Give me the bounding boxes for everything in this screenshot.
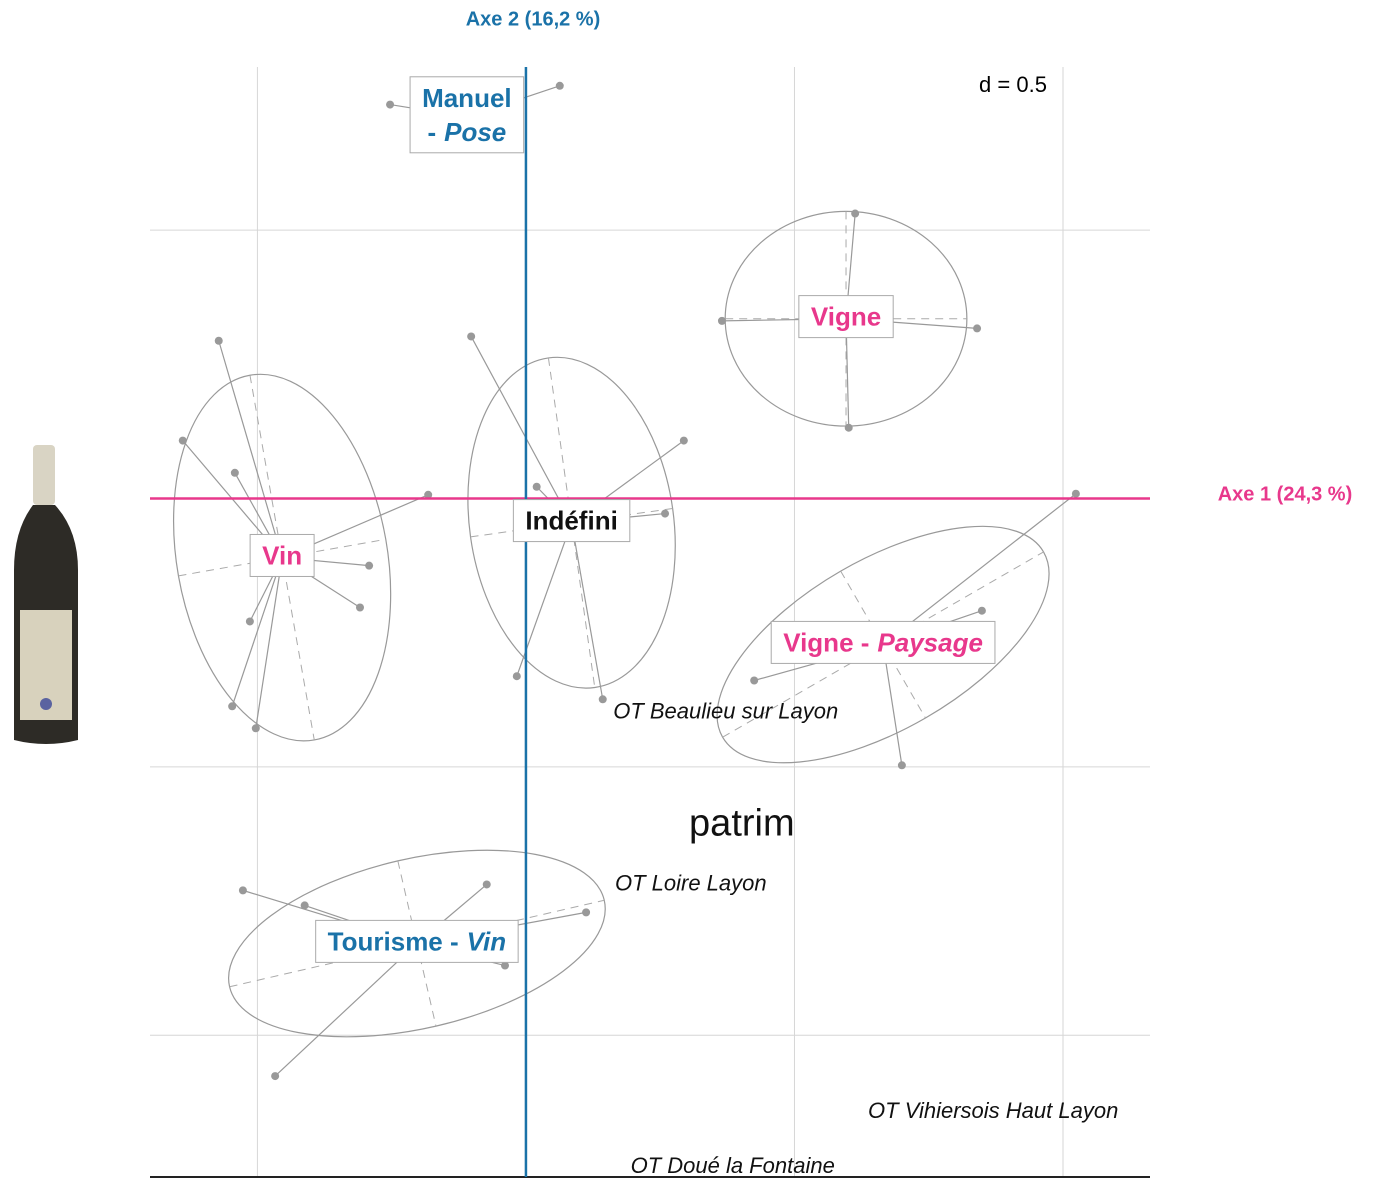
point (555, 81, 564, 90)
point (230, 468, 239, 477)
point-link (255, 557, 283, 729)
point (717, 316, 726, 325)
label-box (315, 919, 519, 963)
point (365, 561, 374, 570)
point (355, 603, 364, 612)
point-link (882, 493, 1077, 646)
point (851, 209, 860, 218)
point (532, 482, 541, 491)
label-part: Indéfini (525, 506, 617, 536)
label-box (798, 295, 894, 339)
point (512, 672, 521, 681)
point-link (882, 644, 903, 766)
point (750, 676, 759, 685)
class-label: Vigne - Paysage (770, 620, 996, 664)
point (1071, 489, 1080, 498)
point (300, 901, 309, 910)
point-link (570, 522, 604, 700)
label-part: Vin (467, 926, 506, 956)
supplementary-label: OT Vihiersois Haut Layon (868, 1098, 1118, 1123)
point-link (218, 340, 283, 558)
point (245, 617, 254, 626)
point (582, 908, 591, 917)
class-label-text: Tourisme - Vin (328, 926, 506, 956)
class-label-text: Vigne - Paysage (783, 627, 983, 657)
bottle-neck (33, 445, 55, 505)
point (271, 1072, 280, 1081)
class-label: Tourisme - Vin (315, 919, 519, 963)
supplementary-label: OT Beaulieu sur Layon (613, 699, 838, 724)
class-label-text: Vigne (811, 302, 881, 332)
point (467, 332, 476, 341)
point (897, 761, 906, 770)
point (973, 324, 982, 333)
point (661, 509, 670, 518)
supplementary-label: patrim (689, 802, 795, 844)
label-box (512, 499, 631, 543)
label-part: Paysage (877, 627, 983, 657)
label-box (409, 76, 525, 154)
supplementary-label: OT Doué la Fontaine (631, 1153, 835, 1178)
point (679, 436, 688, 445)
point-link (231, 557, 283, 707)
class-label: Vin (249, 533, 315, 577)
point-link (470, 336, 573, 523)
bottle-photo (14, 445, 78, 744)
point (178, 436, 187, 445)
class-label-text: Indéfini (525, 506, 617, 536)
label-box (770, 620, 996, 664)
label-part: Vigne (811, 302, 881, 332)
label-part: Pose (444, 117, 506, 147)
point (500, 961, 509, 970)
label-part: - (427, 117, 436, 147)
point (424, 490, 433, 499)
label-part: Vin (262, 540, 302, 570)
class-label: Vigne (798, 295, 894, 339)
point (386, 100, 395, 109)
class-label-text: Manuel - Pose (422, 83, 512, 147)
label-part: Tourisme - (328, 926, 459, 956)
point-link (274, 943, 418, 1077)
point (844, 423, 853, 432)
class-label-text: Vin (262, 540, 302, 570)
point (238, 886, 247, 895)
class-label: Indéfini (512, 499, 631, 543)
label-part: Vigne - (783, 627, 869, 657)
point (598, 695, 607, 704)
supplementary-label: OT Loire Layon (615, 870, 767, 895)
x-axis-title: Axe 1 (24,3 %) (1218, 483, 1353, 505)
class-label: Manuel - Pose (409, 76, 525, 154)
bottle-seal (40, 698, 52, 710)
label-part: Manuel (422, 83, 512, 113)
point (214, 336, 223, 345)
point (482, 880, 491, 889)
scale-label: d = 0.5 (979, 72, 1047, 97)
y-axis-title: Axe 2 (16,2 %) (466, 8, 601, 30)
point (977, 606, 986, 615)
point (228, 702, 237, 711)
label-box (249, 533, 315, 577)
point (251, 724, 260, 733)
